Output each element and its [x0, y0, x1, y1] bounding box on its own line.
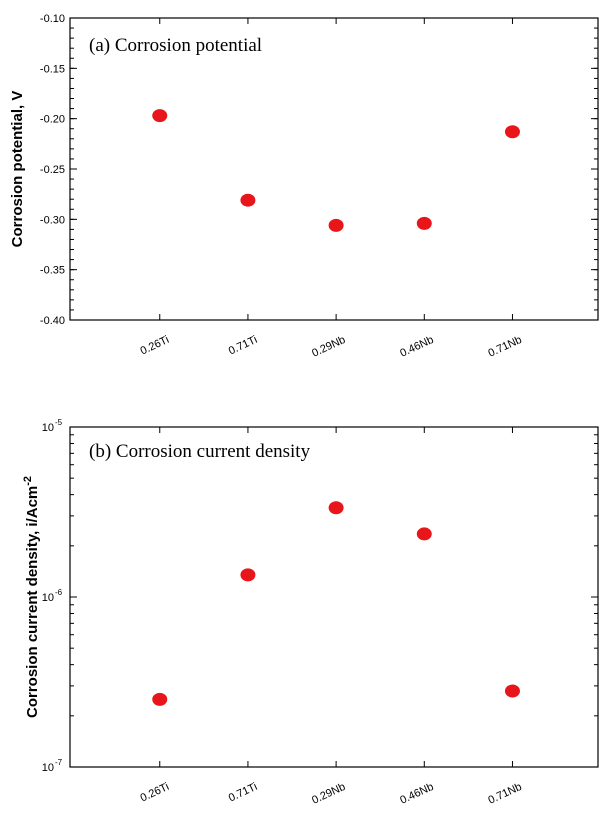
x-category-label: 0.71Nb: [487, 781, 524, 807]
data-point: [240, 193, 256, 207]
y-tick-label: -0.15: [40, 63, 65, 75]
data-point: [328, 501, 344, 515]
plot-frame: [69, 17, 599, 321]
x-category-label: 0.46Nb: [398, 781, 435, 807]
data-point: [152, 109, 168, 123]
y-tick-label: 10: [42, 592, 54, 604]
x-category-label: 0.71Nb: [487, 334, 524, 360]
y-tick-exponent: -5: [55, 418, 63, 427]
y-tick-label: -0.40: [40, 315, 65, 327]
y-tick-label: -0.30: [40, 214, 65, 226]
x-category-label: 0.26Ti: [139, 334, 171, 358]
x-category-label: 0.29Nb: [310, 781, 347, 807]
y-tick-exponent: -7: [55, 758, 63, 767]
y-axis-label: Corrosion potential, V: [9, 91, 26, 248]
y-tick-label: 10: [42, 762, 54, 774]
data-point: [152, 692, 168, 706]
plot-frame: [69, 426, 599, 768]
y-tick-label: -0.10: [40, 13, 65, 25]
y-axis-label-superscript: -2: [22, 476, 34, 486]
data-point: [504, 125, 520, 139]
y-tick-label: -0.20: [40, 114, 65, 126]
x-category-label: 0.71Ti: [227, 334, 259, 358]
data-point: [328, 218, 344, 232]
panel-a-corrosion-potential: -0.10 -0.15 -0.20 -0.25 -0.30 -0.35 -0.40 0.26T…: [9, 13, 599, 360]
x-category-label: 0.46Nb: [398, 334, 435, 360]
y-tick-label: -0.25: [40, 164, 65, 176]
data-point: [416, 527, 432, 541]
panel-title: (b) Corrosion current density: [89, 441, 311, 462]
y-tick-exponent: -6: [55, 588, 63, 597]
panel-title: (a) Corrosion potential: [89, 35, 262, 56]
panel-b-corrosion-current-density: 10-710-610 -50.26Ti 0.71Ti 0.29Nb 0.46Nb 0.71…: [22, 418, 599, 807]
y-tick-label: 10: [42, 422, 54, 434]
y-axis-label: Corrosion current density, i/Acm-2: [22, 476, 41, 718]
x-category-label: 0.26Ti: [139, 781, 171, 805]
x-category-label: 0.71Ti: [227, 781, 259, 805]
data-point: [504, 684, 520, 698]
x-category-label: 0.29Nb: [310, 334, 347, 360]
data-point: [240, 568, 256, 582]
y-tick-label: -0.35: [40, 265, 65, 277]
data-point: [416, 216, 432, 230]
